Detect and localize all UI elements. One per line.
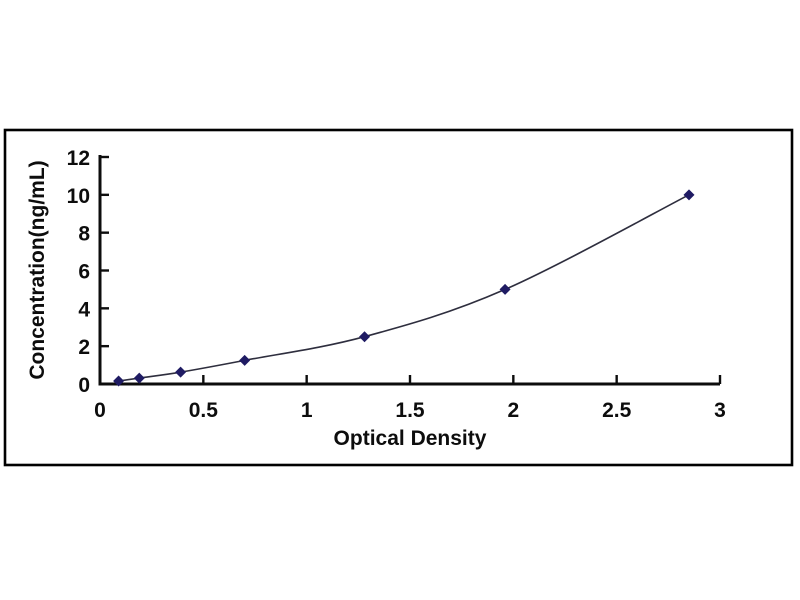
x-tick-label: 2 — [507, 399, 519, 422]
x-tick-label: 1.5 — [395, 399, 425, 422]
x-tick-label: 2.5 — [602, 399, 632, 422]
data-point-marker — [133, 372, 145, 384]
y-tick-label: 10 — [67, 185, 90, 208]
data-point-marker — [683, 189, 695, 201]
y-tick-label: 12 — [67, 147, 90, 170]
data-point-marker — [239, 354, 251, 366]
data-point-marker — [499, 283, 511, 295]
x-tick-label: 3 — [714, 399, 726, 422]
y-axis-title: Concentration(ng/mL) — [26, 160, 49, 379]
y-tick-label: 6 — [78, 261, 90, 284]
y-tick-label: 0 — [78, 374, 90, 397]
x-tick-label: 0 — [94, 399, 106, 422]
data-point-marker — [175, 366, 187, 378]
x-axis-title: Optical Density — [334, 427, 487, 450]
figure-border — [3, 128, 794, 467]
data-point-marker — [113, 375, 125, 387]
y-tick-label: 4 — [78, 298, 90, 321]
y-tick-label: 2 — [78, 336, 90, 359]
curve-line — [118, 194, 690, 382]
x-tick-label: 0.5 — [189, 399, 219, 422]
data-point-marker — [359, 331, 371, 343]
data-points — [113, 189, 695, 387]
axes: 0 0.5 1 1.5 2 2.5 3 0 2 4 6 8 10 12 — [67, 147, 726, 422]
y-tick-label: 8 — [78, 223, 90, 246]
x-tick-label: 1 — [301, 399, 313, 422]
